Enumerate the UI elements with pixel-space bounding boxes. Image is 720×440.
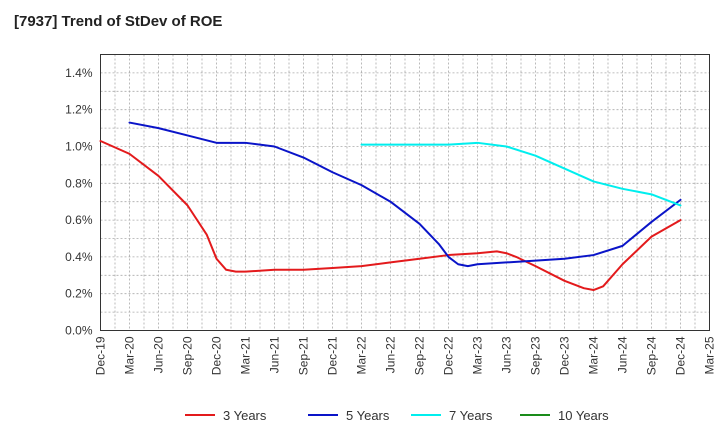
y-axis-ticks: 0.0% 0.2% 0.4% 0.6% 0.8% 1.0% 1.2% 1.4%: [65, 66, 93, 338]
legend-label-5-years: 5 Years: [346, 408, 390, 423]
legend: 3 Years 5 Years 7 Years 10 Years: [185, 408, 609, 423]
x-tick-label: Jun-20: [152, 336, 166, 373]
x-tick-label: Dec-22: [442, 336, 456, 375]
series-lines: [99, 121, 682, 292]
x-tick-label: Jun-24: [616, 336, 630, 373]
x-tick-label: Mar-25: [703, 336, 717, 374]
x-axis-ticks: Dec-19 Mar-20 Jun-20 Sep-20 Dec-20 Mar-21 Jun-…: [94, 336, 717, 375]
y-tick-label: 1.2%: [65, 103, 93, 117]
x-tick-label: Mar-23: [471, 336, 485, 374]
x-tick-label: Sep-22: [413, 336, 427, 375]
legend-label-3-years: 3 Years: [223, 408, 267, 423]
y-tick-label: 0.8%: [65, 176, 93, 190]
x-tick-label: Sep-23: [529, 336, 543, 375]
y-tick-label: 0.0%: [65, 324, 93, 338]
x-tick-label: Dec-24: [674, 336, 688, 375]
y-tick-label: 0.4%: [65, 250, 93, 264]
y-tick-label: 1.0%: [65, 140, 93, 154]
y-tick-label: 0.2%: [65, 287, 93, 301]
x-tick-label: Jun-22: [384, 336, 398, 373]
y-tick-label: 1.4%: [65, 66, 93, 80]
grid: [100, 54, 710, 331]
y-tick-label: 0.6%: [65, 213, 93, 227]
series-line-7-years: [360, 141, 682, 207]
x-tick-label: Dec-23: [558, 336, 572, 375]
x-tick-label: Jun-23: [500, 336, 514, 373]
x-tick-label: Sep-24: [645, 336, 659, 375]
x-tick-label: Sep-20: [181, 336, 195, 375]
legend-label-7-years: 7 Years: [449, 408, 493, 423]
x-tick-label: Dec-21: [326, 336, 340, 375]
x-tick-label: Mar-22: [355, 336, 369, 374]
x-tick-label: Jun-21: [268, 336, 282, 373]
x-tick-label: Mar-21: [239, 336, 253, 374]
x-tick-label: Dec-20: [210, 336, 224, 375]
x-tick-label: Dec-19: [94, 336, 108, 375]
x-tick-label: Sep-21: [297, 336, 311, 375]
chart-title: [7937] Trend of StDev of ROE: [14, 13, 223, 30]
legend-label-10-years: 10 Years: [558, 408, 609, 423]
plot-area: [100, 54, 710, 331]
series-line-5-years: [128, 121, 682, 268]
x-tick-label: Mar-20: [123, 336, 137, 374]
series-line-3-years: [99, 139, 682, 292]
x-tick-label: Mar-24: [587, 336, 601, 374]
